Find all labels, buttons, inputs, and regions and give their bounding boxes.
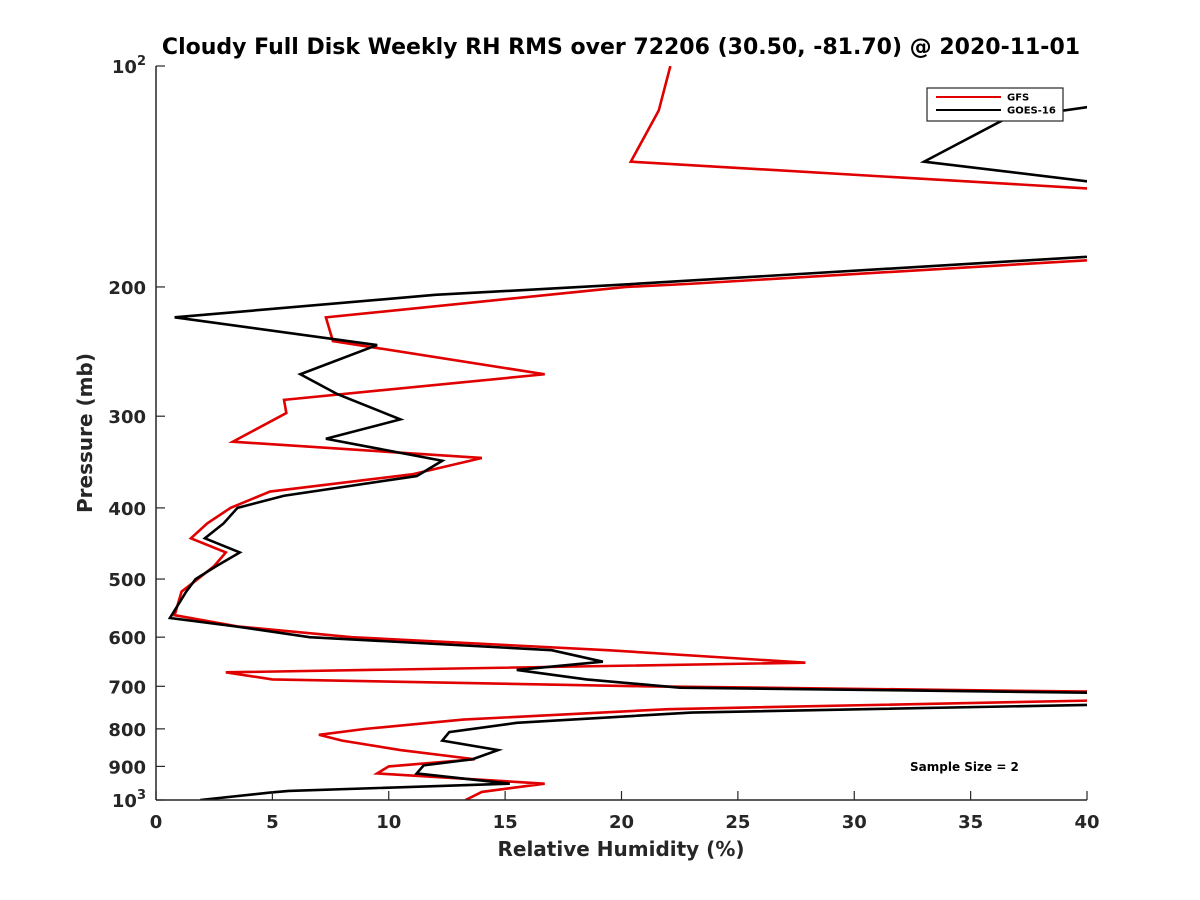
y-tick-label: 800: [108, 720, 146, 741]
x-tick-label: 20: [609, 812, 634, 833]
y-tick-label: 400: [108, 499, 146, 520]
y-tick-label: 500: [108, 570, 146, 591]
y-tick-label: 200: [108, 278, 146, 299]
y-tick-label: 600: [108, 628, 146, 649]
x-tick-label: 40: [1074, 812, 1099, 833]
x-tick-label: 30: [842, 812, 867, 833]
legend-label-gfs: GFS: [1007, 93, 1029, 104]
x-tick-label: 5: [266, 812, 279, 833]
x-tick-label: 25: [725, 812, 750, 833]
x-tick-label: 10: [376, 812, 401, 833]
y-tick-label: 700: [108, 677, 146, 698]
sample-size-annotation: Sample Size = 2: [910, 760, 1019, 774]
legend: GFS GOES-16: [926, 87, 1064, 122]
chart-title: Cloudy Full Disk Weekly RH RMS over 7220…: [162, 35, 1080, 60]
x-tick-label: 35: [958, 812, 983, 833]
x-tick-label: 15: [493, 812, 518, 833]
series-layer: [167, 66, 1087, 800]
legend-box: [926, 87, 1064, 122]
y-tick-label: 300: [108, 407, 146, 428]
y-tick-label: 102: [112, 54, 146, 78]
series-line-goes16: [167, 105, 1087, 800]
series-line-gfs: [172, 66, 1087, 800]
legend-label-goes16: GOES-16: [1007, 106, 1056, 117]
y-axis-label: Pressure (mb): [73, 353, 97, 513]
ticks: 0 5 10 15 20 25 30 35 40 102 200 300 400 500 600 700 800…: [108, 54, 1099, 833]
y-tick-label: 103: [112, 788, 146, 812]
x-axis-label: Relative Humidity (%): [497, 837, 744, 861]
x-tick-label: 0: [150, 812, 163, 833]
y-tick-label: 900: [108, 757, 146, 778]
